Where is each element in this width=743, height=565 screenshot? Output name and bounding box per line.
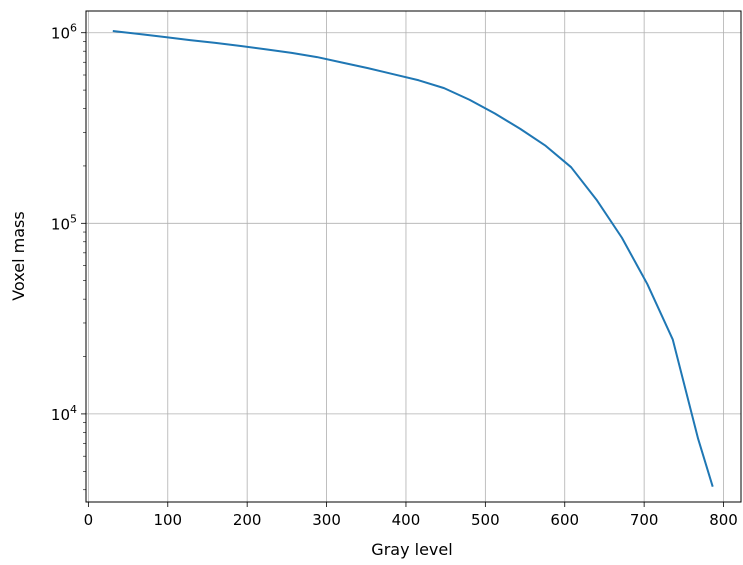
x-tick-label: 500 (471, 511, 500, 529)
grid (86, 11, 741, 502)
x-tick-label: 0 (84, 511, 94, 529)
ticks: 0 100 200 300 400 500 600 700 800 104 105 106 (51, 22, 738, 529)
x-tick-label: 800 (709, 511, 738, 529)
x-tick-label: 400 (392, 511, 421, 529)
series-line (112, 29, 714, 487)
x-tick-label: 600 (550, 511, 579, 529)
plot-frame (85, 10, 742, 503)
y-axis-label: Voxel mass (9, 211, 28, 300)
x-tick-label: 100 (153, 511, 182, 529)
axes (85, 10, 742, 503)
y-tick-label: 104 (51, 403, 77, 424)
y-tick-label: 106 (51, 22, 77, 43)
series-layer (112, 29, 714, 487)
x-tick-label: 700 (630, 511, 659, 529)
x-tick-label: 200 (233, 511, 262, 529)
x-tick-label: 300 (312, 511, 341, 529)
x-axis-label: Gray level (371, 540, 452, 559)
y-tick-label: 105 (51, 212, 77, 233)
